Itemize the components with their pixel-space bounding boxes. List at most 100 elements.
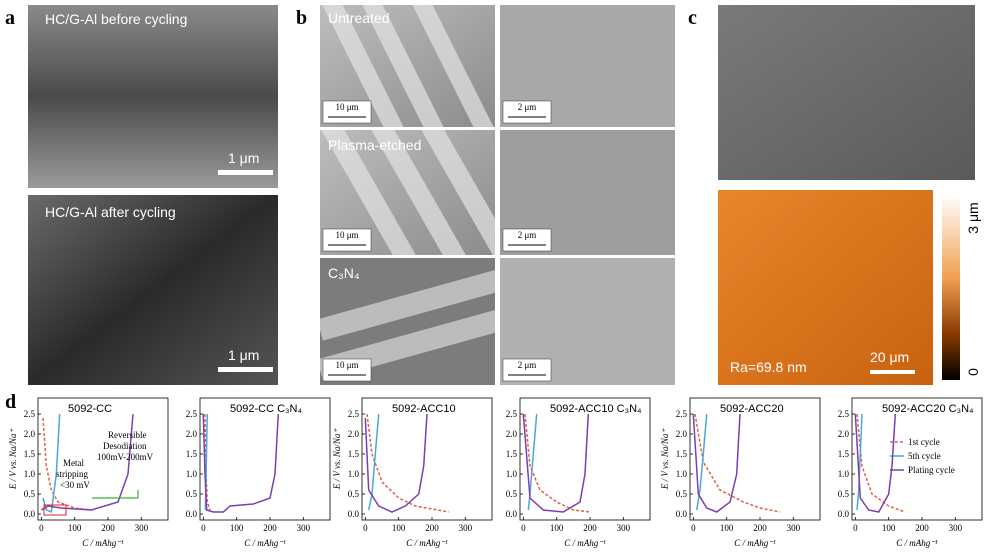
- panel-label: c: [688, 7, 697, 29]
- x-tick-label: 200: [583, 523, 597, 533]
- series-line: [366, 413, 449, 513]
- image-caption: HC/G-Al after cycling: [45, 204, 176, 220]
- series-line: [695, 413, 708, 511]
- y-tick-label: 0.5: [506, 489, 518, 499]
- y-tick-label: 2.0: [24, 429, 36, 439]
- series-line: [856, 413, 906, 513]
- plot-frame: [519, 397, 651, 521]
- y-tick-label: 2.5: [186, 409, 198, 419]
- y-tick-label: 1.5: [348, 449, 360, 459]
- x-tick-label: 100: [550, 523, 564, 533]
- y-tick-label: 2.0: [348, 429, 360, 439]
- y-tick-label: 0.0: [186, 509, 198, 519]
- panel-label: b: [296, 7, 307, 29]
- x-axis-label: C / mAhg⁻¹: [244, 538, 286, 548]
- y-tick-label: 1.0: [838, 469, 850, 479]
- y-tick-label: 0.0: [24, 509, 36, 519]
- chart-title: 5092-CC C₃N₄: [230, 403, 302, 415]
- scale-bar: [218, 170, 273, 175]
- series-line: [202, 413, 280, 513]
- y-tick-label: 2.0: [676, 429, 688, 439]
- series-line: [40, 413, 134, 511]
- scale-label: 1 μm: [228, 347, 259, 363]
- plot-frame: [361, 397, 493, 521]
- x-tick-label: 0: [363, 523, 368, 533]
- annotation: stripping: [56, 469, 89, 479]
- scale-label: 2 μm: [518, 360, 537, 370]
- x-axis-label: C / mAhg⁻¹: [406, 538, 448, 548]
- x-tick-label: 200: [753, 523, 767, 533]
- y-tick-label: 2.5: [24, 409, 36, 419]
- scale-bar: [218, 367, 273, 372]
- y-tick-label: 0.5: [348, 489, 360, 499]
- x-tick-label: 200: [263, 523, 277, 533]
- x-tick-label: 200: [101, 523, 115, 533]
- y-tick-label: 2.5: [506, 409, 518, 419]
- scale-label: 20 μm: [870, 349, 909, 365]
- x-tick-label: 100: [882, 523, 896, 533]
- scale-label: 1 μm: [228, 150, 259, 166]
- scale-label: 2 μm: [518, 230, 537, 240]
- y-axis-label: E / V vs. Na/Na⁺: [660, 428, 670, 491]
- sem-image: [28, 195, 278, 385]
- y-tick-label: 0.5: [838, 489, 850, 499]
- series-line: [524, 413, 591, 513]
- y-axis-label: E / V vs. Na/Na⁺: [332, 428, 342, 491]
- x-tick-label: 300: [787, 523, 801, 533]
- y-tick-label: 0.0: [676, 509, 688, 519]
- y-tick-label: 1.5: [838, 449, 850, 459]
- chart-title: 5092-CC: [68, 403, 112, 415]
- y-tick-label: 1.0: [506, 469, 518, 479]
- x-tick-label: 300: [617, 523, 631, 533]
- scale-bar: [870, 370, 915, 374]
- y-tick-label: 0.5: [186, 489, 198, 499]
- y-tick-label: 1.5: [186, 449, 198, 459]
- y-tick-label: 1.0: [676, 469, 688, 479]
- annotation: Desodiation: [103, 441, 147, 451]
- y-tick-label: 2.0: [838, 429, 850, 439]
- plot-frame: [689, 397, 821, 521]
- annotation-box: [43, 504, 67, 516]
- chart-title: 5092-ACC20: [720, 403, 784, 415]
- x-tick-label: 300: [459, 523, 473, 533]
- x-tick-label: 100: [720, 523, 734, 533]
- series-line: [364, 413, 428, 513]
- scale-label: 2 μm: [518, 102, 537, 112]
- y-tick-label: 1.0: [348, 469, 360, 479]
- x-axis-label: C / mAhg⁻¹: [896, 538, 938, 548]
- y-tick-label: 2.5: [838, 409, 850, 419]
- y-tick-label: 1.5: [676, 449, 688, 459]
- row-caption: C₃N₄: [328, 265, 360, 281]
- series-line: [694, 413, 781, 513]
- series-line: [42, 413, 61, 514]
- y-tick-label: 0.5: [24, 489, 36, 499]
- sem-image: [718, 5, 975, 180]
- x-axis-label: C / mAhg⁻¹: [82, 538, 124, 548]
- scale-label: 10 μm: [335, 230, 358, 240]
- panel-label: a: [5, 7, 15, 29]
- x-tick-label: 0: [521, 523, 526, 533]
- x-tick-label: 200: [915, 523, 929, 533]
- scale-label: 10 μm: [335, 360, 358, 370]
- series-line: [204, 413, 211, 511]
- x-tick-label: 100: [230, 523, 244, 533]
- x-tick-label: 300: [297, 523, 311, 533]
- annotation: Reversible: [108, 430, 147, 440]
- y-tick-label: 0.0: [838, 509, 850, 519]
- x-tick-label: 0: [691, 523, 696, 533]
- sem-grid: [320, 5, 675, 385]
- legend-label: 5th cycle: [908, 451, 941, 461]
- y-tick-label: 1.0: [186, 469, 198, 479]
- series-line: [527, 413, 538, 511]
- plot-frame: [851, 397, 983, 521]
- y-axis-label: E / V vs. Na/Na⁺: [8, 428, 18, 491]
- x-tick-label: 300: [949, 523, 963, 533]
- colorbar: [942, 195, 960, 380]
- y-tick-label: 2.5: [348, 409, 360, 419]
- x-tick-label: 200: [425, 523, 439, 533]
- annotation: Metal: [63, 458, 84, 468]
- y-tick-label: 1.5: [24, 449, 36, 459]
- series-line: [692, 413, 741, 513]
- image-caption: HC/G-Al before cycling: [45, 11, 187, 27]
